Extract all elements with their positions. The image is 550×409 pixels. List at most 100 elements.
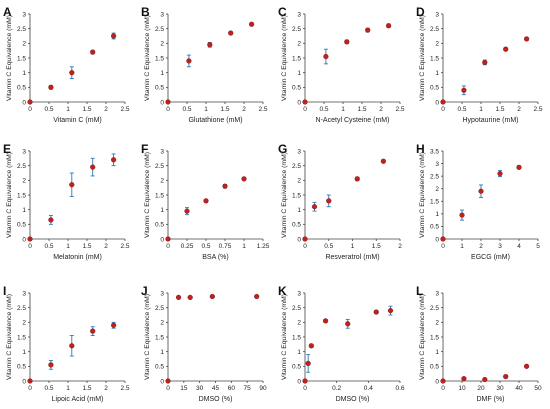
panel-h: H 0 0.5 1 1.5 2 2.5 3 3.5 0 1 2 3 4 5 EGCG (mM) Vitamin … (416, 142, 540, 261)
x-tick-label: 0.5 (44, 385, 53, 392)
y-tick-label: 0.5 (292, 364, 301, 371)
x-tick-label: 1 (66, 385, 70, 392)
y-tick-label: 3 (435, 11, 439, 18)
x-axis-label: DMSO (%) (336, 396, 370, 403)
x-tick-label: 2 (104, 385, 108, 392)
x-tick-label: 0 (166, 243, 170, 250)
x-tick-label: 45 (212, 385, 220, 392)
y-tick-label: 3 (22, 148, 26, 155)
x-tick-label: 50 (534, 385, 542, 392)
y-axis-label: Vitamin C Equivalence (mM) (6, 152, 13, 238)
y-tick-label: 2 (435, 186, 439, 193)
y-tick-label: 1.5 (292, 192, 301, 199)
y-axis-label: Vitamin C Equivalence (mM) (6, 15, 13, 101)
x-tick-label: 0.2 (332, 385, 341, 392)
y-tick-label: 1.5 (17, 334, 26, 341)
x-tick-label: 0.25 (181, 243, 194, 250)
data-point (165, 236, 171, 242)
y-tick-label: 3 (297, 148, 301, 155)
x-tick-label: 3 (498, 243, 502, 250)
panel-letter: K (278, 284, 287, 298)
data-point (459, 212, 465, 218)
data-point (69, 182, 75, 188)
x-tick-label: 2.5 (120, 385, 129, 392)
data-point (326, 198, 332, 204)
data-point (305, 360, 311, 367)
y-tick-label: 2 (160, 320, 164, 327)
y-tick-label: 1 (435, 349, 439, 356)
y-tick-label: 1 (297, 70, 301, 77)
data-point (69, 343, 75, 349)
y-tick-label: 0.5 (155, 222, 164, 229)
x-tick-label: 2 (398, 243, 402, 250)
x-tick-label: 1 (341, 106, 345, 113)
y-tick-label: 0 (22, 378, 26, 385)
data-point (110, 322, 117, 328)
y-tick-label: 2.5 (155, 26, 164, 33)
x-tick-label: 2.5 (120, 243, 129, 250)
data-point (387, 308, 394, 314)
x-tick-label: 1.5 (495, 106, 504, 113)
y-tick-label: 0 (435, 236, 439, 243)
data-point (440, 99, 446, 105)
x-tick-label: 1 (66, 106, 70, 113)
panel-letter: J (141, 284, 148, 298)
y-tick-label: 3.5 (430, 148, 439, 155)
y-tick-label: 2 (22, 320, 26, 327)
data-point (27, 378, 33, 384)
y-axis-label: Vitamin C Equivalence (mM) (144, 152, 151, 238)
panel-letter: L (416, 284, 423, 298)
y-tick-label: 1 (160, 349, 164, 356)
y-tick-label: 3 (160, 11, 164, 18)
y-tick-label: 0.5 (292, 85, 301, 92)
panel-e: E 0 0.5 1 1.5 2 2.5 3 0 0.5 1 1.5 2 2.5 Melatonin (mM)… (3, 142, 130, 261)
panel-letter: H (416, 142, 425, 156)
x-tick-label: 0.4 (364, 385, 373, 392)
y-tick-label: 1 (22, 70, 26, 77)
data-point (222, 183, 228, 189)
x-axis-label: Glutathione (mM) (188, 117, 242, 124)
y-tick-label: 0.5 (155, 85, 164, 92)
data-point (241, 176, 247, 182)
data-point (344, 39, 350, 45)
data-point (69, 70, 75, 76)
y-axis-label: Vitamin C Equivalence (mM) (6, 294, 13, 380)
y-tick-label: 1 (435, 70, 439, 77)
y-tick-label: 1.5 (430, 199, 439, 206)
y-tick-label: 2 (160, 178, 164, 185)
x-tick-label: 1 (460, 243, 464, 250)
x-tick-label: 2.5 (120, 106, 129, 113)
x-axis-label: Hypotaurine (mM) (462, 117, 518, 124)
panel-letter: E (3, 142, 11, 156)
x-tick-label: 0 (28, 243, 32, 250)
data-point (482, 59, 488, 66)
x-tick-label: 20 (477, 385, 485, 392)
x-tick-label: 0 (303, 243, 307, 250)
x-tick-label: 0.6 (395, 385, 404, 392)
y-axis-label: Vitamin C Equivalence (mM) (419, 15, 426, 101)
x-tick-label: 2 (104, 106, 108, 113)
y-tick-label: 2 (297, 41, 301, 48)
x-tick-label: 90 (259, 385, 267, 392)
y-tick-label: 0.5 (292, 222, 301, 229)
y-tick-label: 1 (160, 207, 164, 214)
data-point (311, 204, 318, 210)
x-axis-label: Lipoic Acid (mM) (52, 396, 104, 403)
data-point (27, 236, 33, 242)
y-tick-label: 0 (435, 378, 439, 385)
panel-letter: B (141, 5, 150, 19)
y-axis-label: Vitamin C Equivalence (mM) (144, 294, 151, 380)
y-tick-label: 1.5 (155, 55, 164, 62)
panel-f: F 0 0.5 1 1.5 2 2.5 3 0 0.25 0.5 0.75 1 1.25 BSA (%) Vi… (141, 142, 270, 261)
y-tick-label: 1.5 (292, 55, 301, 62)
data-point (302, 99, 308, 105)
y-tick-label: 3 (297, 290, 301, 297)
y-tick-label: 0.5 (17, 85, 26, 92)
panel-i: I 0 0.5 1 1.5 2 2.5 3 0 0.5 1 1.5 2 2.5 Lipoic Acid (m… (3, 284, 130, 403)
y-tick-label: 2 (297, 178, 301, 185)
x-tick-label: 1 (351, 243, 355, 250)
panel-b: B 0 0.5 1 1.5 2 2.5 3 0 0.5 1 1.5 2 2.5 Glutathione (m… (141, 5, 268, 124)
data-point (228, 30, 234, 36)
